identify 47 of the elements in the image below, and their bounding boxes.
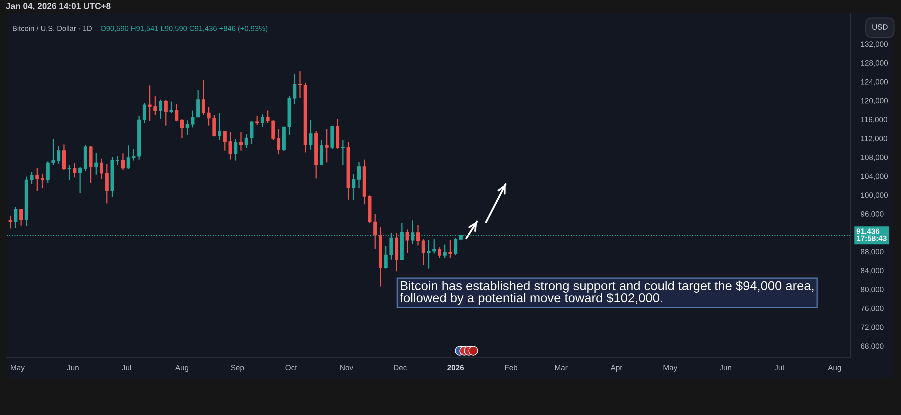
candlestick	[170, 101, 174, 114]
candlestick	[422, 239, 426, 266]
candlestick	[202, 80, 206, 116]
candlestick	[341, 140, 345, 166]
candlestick	[448, 240, 452, 259]
text: Jan 04, 2026 14:01 UTC+8	[6, 3, 111, 11]
candlestick	[438, 247, 442, 259]
candlestick	[336, 118, 340, 150]
candlestick	[358, 162, 362, 190]
candlestick	[443, 244, 447, 259]
candlestick	[218, 112, 222, 141]
annotation: Bitcoin has established strong support and could target the $94,000 area, followed by a potential move toward $102,000.	[400, 280, 814, 306]
candlestick	[416, 224, 420, 246]
candlestick	[352, 173, 356, 201]
candlestick	[330, 126, 334, 150]
candlestick	[277, 128, 281, 156]
candlestick	[14, 206, 18, 229]
candlestick	[8, 215, 12, 230]
candlestick	[121, 153, 125, 171]
candlestick	[159, 99, 163, 120]
candlestick	[94, 152, 98, 176]
candlestick	[325, 128, 329, 164]
candlestick	[234, 138, 238, 162]
candlestick	[239, 131, 243, 152]
candlestick	[62, 144, 66, 171]
candlestick	[142, 102, 146, 124]
candlestick	[105, 164, 109, 204]
candlestick	[180, 118, 184, 140]
candlestick	[260, 114, 264, 128]
candlestick	[41, 173, 45, 190]
candlestick	[84, 144, 88, 172]
candlestick	[36, 168, 40, 192]
candlestick	[175, 104, 179, 122]
candlestick	[320, 139, 324, 166]
candlestick	[100, 158, 104, 180]
candlestick	[298, 71, 302, 99]
candlestick	[73, 162, 77, 178]
candlestick	[454, 238, 458, 256]
candlestick	[164, 100, 168, 126]
candlestick	[256, 115, 260, 126]
candlestick	[78, 166, 82, 194]
candlestick	[20, 208, 24, 226]
candlestick	[395, 232, 399, 272]
candlestick	[89, 146, 93, 184]
candlestick	[309, 120, 313, 150]
candlestick	[68, 164, 72, 182]
candlestick	[406, 229, 410, 254]
